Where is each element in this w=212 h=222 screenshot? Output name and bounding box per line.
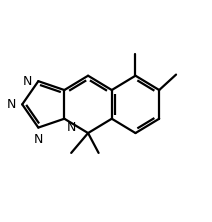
Text: N: N	[23, 75, 32, 88]
Text: N: N	[7, 98, 16, 111]
Text: N: N	[66, 121, 76, 134]
Text: N: N	[34, 133, 43, 146]
